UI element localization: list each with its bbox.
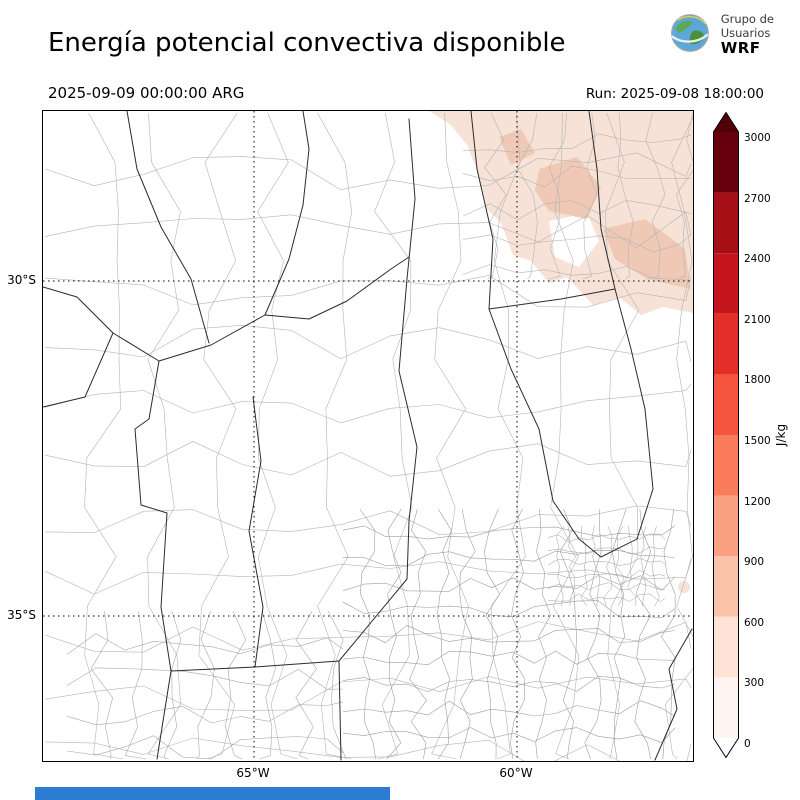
colorbar-segment [713,616,739,678]
colorbar-tick-label: 3000 [744,132,771,144]
logo-text-line1: Grupo de [720,11,774,26]
latlon-gridlines [43,111,693,761]
colorbar-tick-label: 2100 [744,313,771,326]
colorbar-tick-label: 2400 [744,253,771,266]
colorbar-segment [713,556,739,617]
colorbar-segment [713,435,739,496]
colorbar-segment [713,677,739,738]
lon-tick-60w: 60°W [499,766,533,780]
cape-region-mid [603,219,691,289]
colorbar-tick-label: 0 [744,737,751,750]
wrf-logo: Grupo de Usuarios WRF [667,10,774,56]
cape-region-low [678,581,690,593]
colorbar-tick-label: 600 [744,616,765,629]
colorbar-segment [713,132,739,193]
department-borders [547,525,666,607]
colorbar-segment [713,253,739,314]
colorbar-segment [713,192,739,254]
colorbar-segment [713,374,739,435]
colorbar-arrow-top [713,112,739,132]
logo-text-wrf: WRF [720,38,761,57]
department-borders [66,610,347,760]
colorbar-tick-label: 2700 [744,192,771,205]
colorbar-segment [713,313,739,375]
colorbar-arrow-bottom [713,738,739,758]
lat-tick-30s: 30°S [7,273,36,287]
province-borders [43,111,693,761]
colorbar-unit-label: J/kg [774,423,788,447]
colorbar-segment [713,495,739,557]
department-borders [462,112,693,281]
globe-icon [670,14,709,52]
cape-shading [429,111,693,593]
department-borders [342,508,676,760]
colorbar-tick-label: 300 [744,677,765,690]
logo-text-line2: Usuarios [720,25,771,40]
run-time-label: Run: 2025-09-08 18:00:00 [585,86,764,102]
cape-hole [549,213,599,267]
department-borders [44,112,693,761]
lon-tick-65w: 65°W [236,766,270,780]
colorbar-tick-label: 1200 [744,495,771,508]
colorbar-tick-label: 1800 [744,374,771,387]
colorbar-unit-wrap: J/kg [772,330,790,540]
footer-bar [35,787,390,800]
colorbar-ticks: 3000 2700 2400 2100 1800 1500 1200 900 6… [744,132,784,750]
map-canvas [43,111,693,761]
map-panel [42,110,694,762]
colorbar [713,112,739,758]
colorbar-tick-label: 1500 [744,434,771,447]
valid-time-label: 2025-09-09 00:00:00 ARG [48,84,245,102]
page-title: Energía potencial convectiva disponible [48,28,566,58]
logo-text: Grupo de Usuarios WRF [720,11,774,57]
lat-tick-35s: 35°S [7,608,36,622]
colorbar-outline [713,112,739,758]
cape-region-mid [535,157,601,219]
colorbar-tick-label: 900 [744,556,765,569]
